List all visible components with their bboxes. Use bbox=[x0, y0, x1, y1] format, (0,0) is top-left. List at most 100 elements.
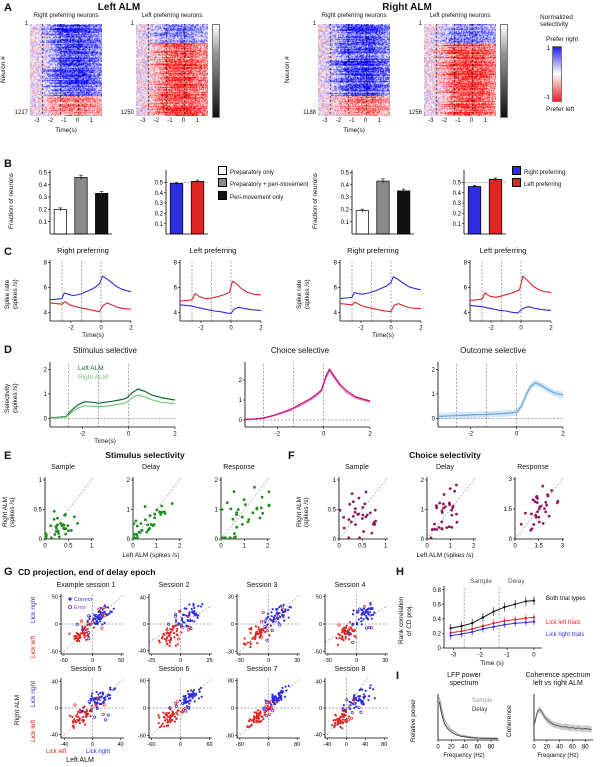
svg-text:2: 2 bbox=[215, 478, 219, 484]
neuron-first: 1 bbox=[312, 21, 316, 27]
svg-text:30: 30 bbox=[294, 658, 300, 664]
svg-text:0: 0 bbox=[91, 742, 94, 748]
heatmap-right-alm-right-preferring bbox=[318, 24, 390, 116]
svg-text:6: 6 bbox=[44, 286, 48, 292]
svg-text:30: 30 bbox=[228, 595, 234, 601]
heatmap-x-axis: -3 -2 -1 0 1 bbox=[140, 118, 199, 124]
svg-text:0: 0 bbox=[179, 658, 182, 664]
neuron-axis-label: Neuron # bbox=[284, 56, 291, 84]
svg-text:0: 0 bbox=[44, 417, 48, 423]
epoch-title: Response bbox=[223, 464, 255, 471]
svg-text:0: 0 bbox=[436, 745, 440, 751]
legend-label: Right preferring bbox=[524, 170, 566, 176]
scatter-choice-sample: 0 0.5 1 0 0.5 1 bbox=[328, 476, 389, 550]
selectivity-ylabel-units: (spikes /s) bbox=[12, 383, 19, 413]
session-title: Session 3 bbox=[246, 582, 278, 589]
svg-text:2: 2 bbox=[549, 326, 553, 332]
epoch-title: Sample bbox=[51, 464, 75, 471]
svg-text:-40: -40 bbox=[314, 733, 322, 739]
svg-text:0.6: 0.6 bbox=[433, 602, 442, 608]
cd-projection-session-5: -40 0 40 -40 0 40 bbox=[50, 677, 125, 748]
svg-text:0: 0 bbox=[219, 544, 223, 550]
svg-text:1: 1 bbox=[432, 392, 436, 398]
svg-text:0.5: 0.5 bbox=[155, 181, 164, 187]
svg-text:0: 0 bbox=[55, 706, 58, 712]
lick-left-label: Lick left bbox=[30, 719, 37, 743]
svg-text:0.8: 0.8 bbox=[433, 588, 442, 594]
svg-text:0.4: 0.4 bbox=[433, 617, 442, 623]
svg-text:2: 2 bbox=[432, 368, 436, 374]
neuron-first: 1 bbox=[418, 21, 422, 27]
svg-text:50: 50 bbox=[316, 595, 322, 601]
svg-text:-25: -25 bbox=[147, 658, 155, 664]
svg-text:60: 60 bbox=[569, 745, 576, 751]
svg-text:0.2: 0.2 bbox=[433, 632, 442, 638]
svg-text:0.5: 0.5 bbox=[34, 508, 43, 514]
left-alm-xlabel: Left ALM bbox=[66, 757, 94, 764]
svg-text:0.5: 0.5 bbox=[39, 171, 48, 177]
svg-text:80: 80 bbox=[488, 745, 495, 751]
chart-title: Stimulus selective bbox=[72, 346, 138, 355]
svg-text:1: 1 bbox=[127, 508, 131, 514]
svg-text:-40: -40 bbox=[323, 742, 331, 748]
svg-text:0.4: 0.4 bbox=[39, 183, 48, 189]
svg-text:0: 0 bbox=[532, 653, 536, 659]
session-title: Session 2 bbox=[158, 582, 190, 589]
svg-text:0: 0 bbox=[231, 622, 234, 628]
scatter-choice-delay: 0 1 2 0 1 2 bbox=[421, 476, 477, 550]
svg-text:40: 40 bbox=[117, 742, 123, 748]
svg-text:-2: -2 bbox=[488, 326, 494, 332]
svg-text:40: 40 bbox=[52, 679, 58, 685]
component-legend: Preparatory only Preparatory + peri-move… bbox=[218, 166, 308, 203]
svg-text:-30: -30 bbox=[226, 649, 234, 655]
svg-text:2: 2 bbox=[44, 368, 48, 374]
preferring-fraction-chart-right-alm: 0.1 0.2 0.3 0.4 0.5 bbox=[453, 170, 506, 235]
session-title: Example session 1 bbox=[56, 582, 116, 589]
svg-text:20: 20 bbox=[448, 745, 455, 751]
epoch-title: Delay bbox=[436, 464, 454, 471]
colorbar bbox=[552, 46, 562, 102]
svg-text:60: 60 bbox=[474, 745, 481, 751]
panel-f-title: Choice selectivity bbox=[409, 450, 481, 460]
rank-correlation-ylabel-2: of CD proj. bbox=[406, 604, 413, 636]
svg-text:-2: -2 bbox=[478, 653, 484, 659]
svg-text:20: 20 bbox=[543, 745, 550, 751]
svg-text:Both trial types: Both trial types bbox=[546, 596, 586, 602]
svg-text:0: 0 bbox=[55, 622, 58, 628]
svg-text:0: 0 bbox=[231, 706, 234, 712]
svg-text:-60: -60 bbox=[147, 742, 155, 748]
svg-text:40: 40 bbox=[316, 679, 322, 685]
time-axis-label: Time (s) bbox=[480, 660, 504, 667]
scatter-stimulus-sample: 0 0.5 1 0 0.5 1 bbox=[34, 476, 95, 550]
svg-text:Delay: Delay bbox=[472, 707, 487, 713]
panel-f-label: F bbox=[288, 450, 295, 462]
colorbar-max: 1 bbox=[546, 45, 550, 52]
svg-text:3: 3 bbox=[561, 544, 565, 550]
svg-text:1: 1 bbox=[384, 544, 388, 550]
spike-rate-ylabel-units: (spikes /s) bbox=[304, 279, 311, 309]
spike-rate-ylabel-units: (spikes /s) bbox=[12, 279, 19, 309]
svg-text:0.4: 0.4 bbox=[453, 191, 462, 197]
svg-text:2: 2 bbox=[127, 478, 131, 484]
svg-text:-60: -60 bbox=[138, 734, 146, 740]
svg-text:-50: -50 bbox=[50, 649, 58, 655]
svg-text:Lick right trials: Lick right trials bbox=[546, 632, 584, 638]
svg-text:2: 2 bbox=[421, 478, 425, 484]
svg-text:Lick left trials: Lick left trials bbox=[546, 620, 581, 626]
panel-g-title: CD projection, end of delay epoch bbox=[18, 567, 156, 577]
neuron-axis-label: Neuron # bbox=[0, 56, 7, 84]
scatter-choice-response: 0 1.5 3 0 1.5 3 bbox=[504, 476, 565, 550]
svg-text:-50: -50 bbox=[314, 649, 322, 655]
rank-correlation-chart: -3 -2 -1 0 0 0.2 0.4 0.6 0.8 Sample Delay Both tria… bbox=[433, 578, 586, 659]
svg-text:Error: Error bbox=[74, 605, 86, 611]
colorbar-left-alm bbox=[212, 24, 220, 118]
time-axis-label: Time(s) bbox=[55, 127, 77, 134]
svg-text:0.2: 0.2 bbox=[453, 212, 462, 218]
svg-text:1: 1 bbox=[421, 508, 425, 514]
svg-text:0: 0 bbox=[43, 544, 47, 550]
svg-text:0.5: 0.5 bbox=[341, 171, 350, 177]
svg-text:80: 80 bbox=[294, 742, 300, 748]
svg-text:-2: -2 bbox=[275, 432, 281, 438]
svg-text:-30: -30 bbox=[324, 658, 332, 664]
